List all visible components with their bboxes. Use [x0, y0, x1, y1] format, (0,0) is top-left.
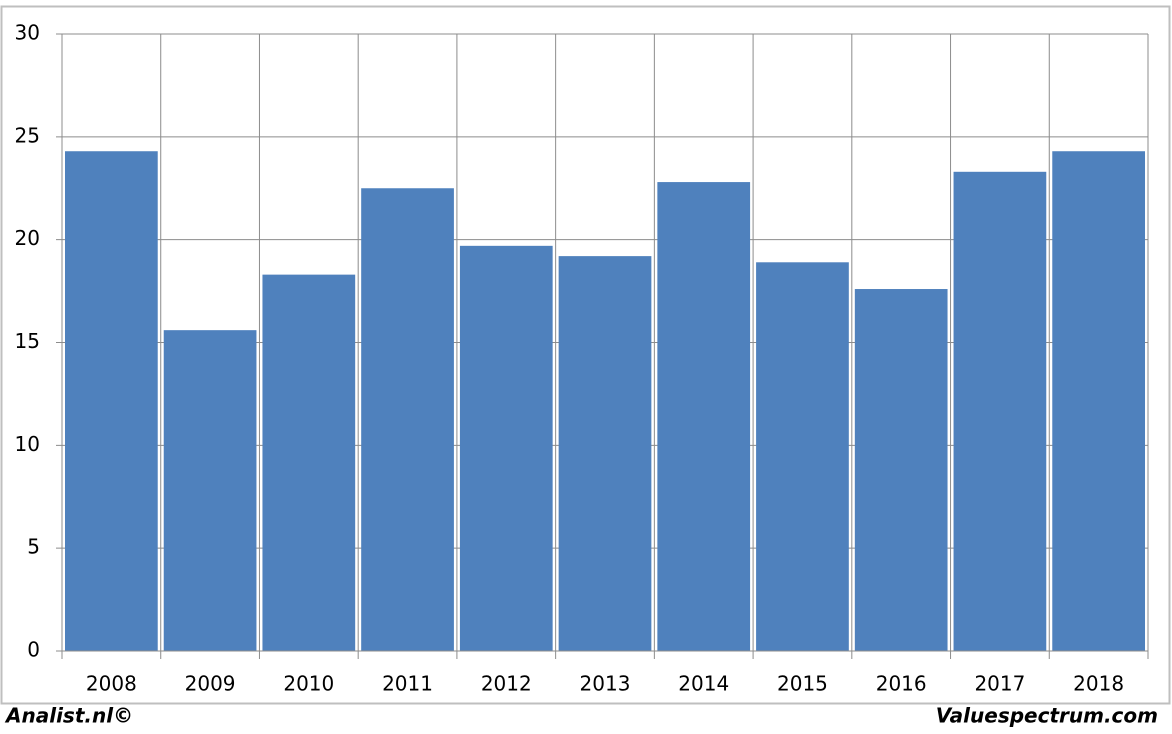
- x-tick-label: 2018: [1073, 672, 1124, 696]
- bar: [657, 182, 751, 651]
- bar: [953, 171, 1047, 651]
- x-tick-label: 2010: [283, 672, 334, 696]
- y-tick-label: 15: [15, 329, 40, 353]
- bar: [756, 262, 849, 651]
- source-right: Valuespectrum.com: [936, 704, 1158, 728]
- x-tick-label: 2015: [777, 672, 828, 696]
- bar: [854, 289, 948, 651]
- y-tick-label: 5: [27, 535, 40, 559]
- bar: [163, 330, 257, 651]
- x-tick-label: 2008: [86, 672, 137, 696]
- y-tick-label: 25: [15, 123, 40, 147]
- bar: [558, 256, 652, 651]
- x-tick-label: 2011: [382, 672, 433, 696]
- source-left: Analist.nl©: [4, 704, 133, 728]
- bar: [262, 274, 356, 651]
- bar: [361, 188, 454, 651]
- x-tick-label: 2009: [185, 672, 236, 696]
- y-tick-label: 10: [15, 432, 40, 456]
- x-tick-label: 2012: [481, 672, 532, 696]
- y-tick-label: 30: [15, 21, 40, 45]
- x-tick-label: 2013: [580, 672, 631, 696]
- bar: [1052, 151, 1145, 652]
- y-tick-label: 20: [15, 226, 40, 250]
- bar: [65, 151, 158, 652]
- x-tick-label: 2014: [678, 672, 729, 696]
- x-tick-label: 2016: [876, 672, 927, 696]
- chart-border: [0, 5, 1171, 705]
- x-tick-label: 2017: [974, 672, 1025, 696]
- y-tick-label: 0: [27, 638, 40, 662]
- bar: [459, 245, 553, 651]
